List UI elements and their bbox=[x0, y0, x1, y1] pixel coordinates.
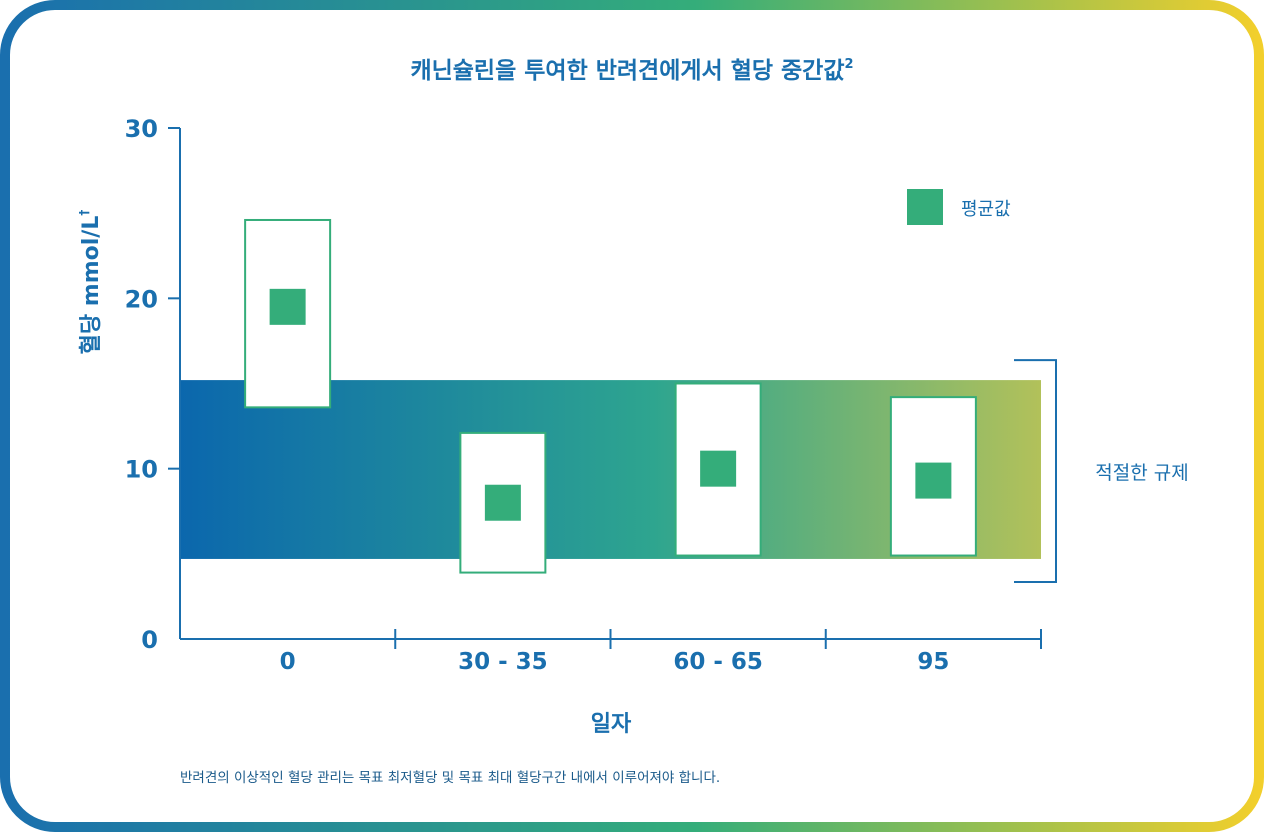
x-tick-label: 60 - 65 bbox=[673, 649, 763, 675]
x-tick-label: 95 bbox=[917, 649, 949, 675]
chart-title-superscript: 2 bbox=[845, 57, 854, 72]
target-range-label: 적절한 규제 bbox=[1095, 462, 1188, 484]
y-tick-label: 10 bbox=[125, 456, 158, 484]
mean-marker bbox=[915, 462, 952, 499]
footnote: 반려견의 이상적인 혈당 관리는 목표 최저혈당 및 목표 최대 혈당구간 내에… bbox=[180, 770, 720, 786]
x-axis-label: 일자 bbox=[591, 712, 632, 737]
y-axis-label-text: 혈당 mmol/L bbox=[79, 216, 104, 355]
x-tick-label: 30 - 35 bbox=[458, 649, 548, 675]
y-tick-label: 20 bbox=[125, 285, 158, 313]
chart-title-text: 캐닌슐린을 투여한 반려견에게서 혈당 중간값 bbox=[410, 58, 844, 84]
range-boxes bbox=[244, 218, 977, 574]
mean-marker bbox=[484, 484, 521, 521]
x-axis: 0 30 - 35 60 - 65 95 bbox=[180, 629, 1042, 675]
legend: 평균값 bbox=[907, 189, 1011, 225]
y-axis-label: 혈당 mmol/L† bbox=[77, 210, 104, 355]
x-tick-label: 0 bbox=[280, 649, 296, 675]
range-box bbox=[889, 396, 977, 557]
mean-marker bbox=[700, 450, 737, 487]
bracket-line bbox=[1014, 359, 1057, 583]
target-range-bracket: 적절한 규제 bbox=[1014, 359, 1189, 583]
y-axis-label-superscript: † bbox=[77, 210, 91, 216]
legend-label: 평균값 bbox=[961, 199, 1011, 220]
y-axis: 0 10 20 30 bbox=[125, 115, 181, 654]
y-tick-label: 0 bbox=[141, 626, 158, 654]
legend-swatch bbox=[907, 189, 943, 225]
chart-title: 캐닌슐린을 투여한 반려견에게서 혈당 중간값2 bbox=[410, 57, 853, 84]
mean-marker bbox=[269, 288, 306, 325]
y-tick-label: 30 bbox=[125, 115, 158, 143]
